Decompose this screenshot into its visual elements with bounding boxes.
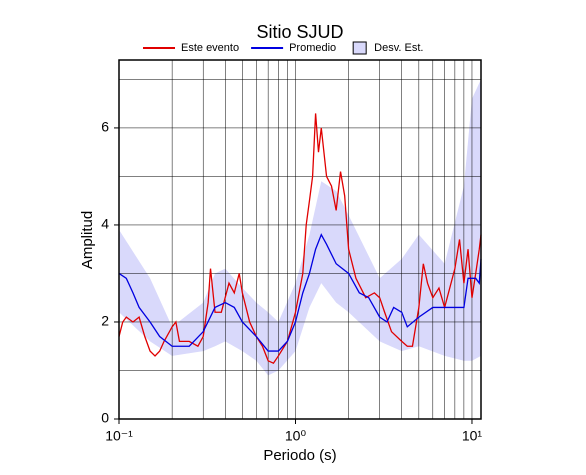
- legend-label: Desv. Est.: [374, 42, 423, 54]
- y-tick-label: 2: [101, 313, 109, 329]
- series-line: [118, 113, 482, 365]
- y-tick-label: 4: [101, 216, 109, 232]
- x-tick-label: 10¹: [462, 428, 483, 444]
- legend-swatch: [352, 41, 367, 55]
- x-tick-label: 10⁰: [285, 428, 307, 444]
- x-axis-label: Periodo (s): [263, 447, 336, 464]
- legend-label: Promedio: [289, 42, 336, 54]
- y-axis-label: Amplitud: [79, 211, 96, 269]
- legend-label: Este evento: [181, 42, 239, 54]
- std-band: [119, 79, 481, 376]
- plot-frame: [118, 59, 482, 420]
- x-tick-label: 10⁻¹: [105, 428, 133, 444]
- y-tick-label: 6: [101, 119, 109, 135]
- series-line: [118, 233, 482, 352]
- y-tick-label: 0: [101, 410, 109, 426]
- chart-title: Sitio SJUD: [256, 22, 343, 42]
